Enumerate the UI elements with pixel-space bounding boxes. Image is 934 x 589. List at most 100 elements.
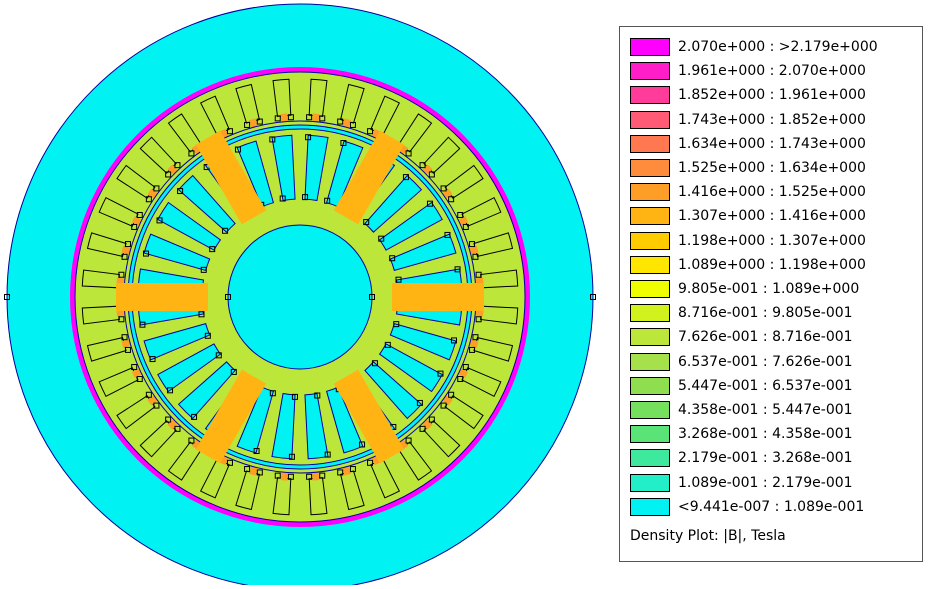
mesh-node xyxy=(440,185,447,192)
mesh-node xyxy=(131,364,138,371)
legend-range-label: 5.447e-001 : 6.537e-001 xyxy=(678,377,853,394)
legend-color-swatch xyxy=(630,207,670,226)
rotor-bar xyxy=(116,283,208,311)
mesh-node xyxy=(291,393,298,400)
legend-range-label: 3.268e-001 : 4.358e-001 xyxy=(678,426,853,443)
rotor-bar xyxy=(195,369,267,464)
legend-color-swatch xyxy=(630,401,670,419)
mesh-node xyxy=(371,360,378,367)
stator-slot xyxy=(272,477,292,516)
mesh-node xyxy=(378,235,385,242)
mesh-node xyxy=(306,114,313,121)
mesh-node xyxy=(269,136,276,143)
legend-color-swatch xyxy=(630,62,670,81)
stator-slot xyxy=(473,337,514,362)
mesh-node xyxy=(590,294,596,300)
legend-range-label: 2.070e+000 : >2.179e+000 xyxy=(678,39,878,55)
mesh-node xyxy=(288,453,295,460)
legend-color-swatch xyxy=(630,425,670,444)
legend-caption: Density Plot: |B|, Tesla xyxy=(630,528,786,544)
mesh-node xyxy=(274,472,281,479)
mesh-node xyxy=(200,266,207,273)
mesh-node xyxy=(363,219,370,226)
tooth-tip-highlight xyxy=(342,466,351,476)
legend-range-label: 1.089e+000 : 1.198e+000 xyxy=(678,256,866,273)
tooth-tip-highlight xyxy=(280,113,288,122)
mesh-node xyxy=(215,352,222,359)
legend-color-swatch xyxy=(630,231,670,250)
legend-range-label: 1.416e+000 : 1.525e+000 xyxy=(678,184,866,201)
legend-color-swatch xyxy=(630,328,670,347)
shaft xyxy=(227,224,373,370)
mesh-node xyxy=(177,188,184,195)
mesh-node xyxy=(305,134,312,141)
mesh-node xyxy=(426,200,433,207)
mesh-node xyxy=(306,473,313,480)
legend-range-label: 1.198e+000 : 1.307e+000 xyxy=(678,232,866,249)
mesh-node xyxy=(121,253,128,260)
legend-range-label: 1.961e+000 : 2.070e+000 xyxy=(678,63,866,80)
legend-color-swatch xyxy=(630,449,670,468)
mesh-node xyxy=(253,447,260,454)
rotor-bar-group xyxy=(195,369,267,464)
mesh-node xyxy=(136,212,143,219)
mesh-node xyxy=(124,241,131,248)
mesh-node xyxy=(244,466,251,473)
rotor-bar xyxy=(195,130,267,225)
legend-range-label: 9.805e-001 : 1.089e+000 xyxy=(678,281,860,297)
stator-slot xyxy=(340,83,365,124)
mesh-node xyxy=(469,346,476,353)
mesh-node xyxy=(319,115,326,122)
mesh-node xyxy=(402,174,409,181)
rotor-bar-group xyxy=(333,369,405,464)
stator-slot xyxy=(308,78,328,117)
mesh-node xyxy=(4,294,10,300)
tooth-tip-highlight xyxy=(342,118,351,128)
mesh-node xyxy=(469,241,476,248)
mesh-node xyxy=(359,441,366,448)
tooth-tip-highlight xyxy=(131,368,142,378)
tooth-tip-highlight xyxy=(312,472,320,481)
legend-color-swatch xyxy=(630,280,670,298)
mesh-node xyxy=(450,337,457,344)
mesh-node xyxy=(230,368,237,375)
mesh-node xyxy=(121,334,128,341)
mesh-node xyxy=(287,114,294,121)
rotor-bar xyxy=(392,283,484,311)
legend-color-swatch xyxy=(630,352,670,371)
tooth-tip-highlight xyxy=(121,339,131,348)
tooth-tip-highlight xyxy=(249,118,258,128)
mesh-node xyxy=(156,217,163,224)
mesh-node xyxy=(143,250,150,257)
mesh-node xyxy=(145,391,152,398)
mesh-node xyxy=(475,271,482,278)
stator-slot xyxy=(98,197,139,227)
mesh-node xyxy=(279,195,286,202)
mesh-node xyxy=(367,459,374,466)
mesh-node xyxy=(314,392,321,399)
mesh-node xyxy=(419,425,426,432)
legend-color-swatch xyxy=(630,376,670,395)
mesh-node xyxy=(324,451,331,458)
mesh-node xyxy=(191,413,198,420)
tooth-tip-highlight xyxy=(469,339,479,348)
stator-slot xyxy=(235,470,260,511)
rotor-bar-group xyxy=(116,283,208,311)
legend-range-label: 1.307e+000 : 1.416e+000 xyxy=(678,208,866,225)
tooth-tip-highlight xyxy=(469,246,479,255)
mesh-node xyxy=(337,469,344,476)
mesh-node xyxy=(462,364,469,371)
mesh-node xyxy=(349,466,356,473)
legend-range-label: 4.358e-001 : 5.447e-001 xyxy=(678,402,853,418)
mesh-node xyxy=(225,294,231,300)
mesh-node xyxy=(428,171,435,178)
legend-range-label: 1.634e+000 : 1.743e+000 xyxy=(678,135,866,152)
mesh-node xyxy=(153,402,160,409)
legend-color-swatch xyxy=(630,183,670,202)
mesh-node xyxy=(448,391,455,398)
mesh-node xyxy=(389,255,396,262)
mesh-node xyxy=(393,321,400,328)
legend-range-label: 1.852e+000 : 1.961e+000 xyxy=(678,87,866,104)
mesh-node xyxy=(302,194,309,201)
legend-range-label: 1.089e-001 : 2.179e-001 xyxy=(678,474,853,491)
